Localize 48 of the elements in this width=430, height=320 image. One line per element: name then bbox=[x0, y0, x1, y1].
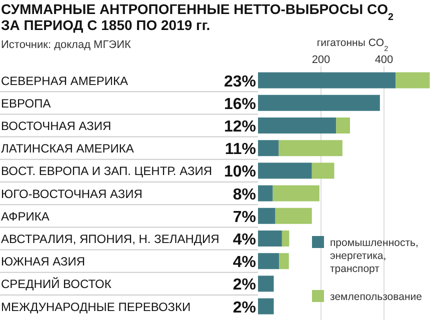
y-tick-label: АВСТРАЛИЯ, ЯПОНИЯ, Н. ЗЕЛАНДИЯ bbox=[1, 232, 220, 246]
y-tick-label: ЛАТИНСКАЯ АМЕРИКА bbox=[1, 142, 134, 156]
y-tick-label: ВОСТОЧНАЯ АЗИЯ bbox=[1, 119, 112, 133]
y-tick-label: ЮГО-ВОСТОЧНАЯ АЗИЯ bbox=[1, 186, 142, 201]
text: Источник: доклад МГЭИК bbox=[1, 39, 132, 51]
bar bbox=[279, 253, 289, 270]
y-tick-label: АФРИКА bbox=[1, 209, 50, 224]
bar bbox=[258, 94, 380, 111]
bar bbox=[396, 72, 430, 88]
bar bbox=[278, 140, 342, 156]
bar bbox=[258, 298, 274, 314]
text: 11% bbox=[224, 141, 256, 158]
bar bbox=[275, 208, 312, 224]
text: 2% bbox=[232, 276, 256, 294]
y-tick-label: СЕВЕРНАЯ АМЕРИКА bbox=[1, 74, 128, 88]
y-tick-label: МЕЖДУНАРОДНЫЕ ПЕРЕВОЗКИ bbox=[1, 300, 191, 314]
text: 4% bbox=[232, 232, 256, 248]
bar bbox=[282, 230, 290, 246]
bar bbox=[336, 118, 350, 134]
bar bbox=[312, 162, 334, 179]
y-tick-label: СРЕДНИЙ ВОСТОК bbox=[1, 277, 112, 292]
bar bbox=[258, 72, 396, 88]
y-tick-label: ЕВРОПА bbox=[1, 96, 51, 110]
text: 10% bbox=[224, 164, 256, 181]
bar bbox=[272, 185, 320, 202]
text: 8% bbox=[232, 186, 256, 204]
bar bbox=[258, 118, 336, 134]
bar bbox=[258, 276, 274, 292]
text: 23% bbox=[224, 73, 256, 90]
bar bbox=[258, 162, 312, 179]
text: 2% bbox=[232, 299, 256, 316]
bar bbox=[258, 230, 282, 246]
text: 4% bbox=[232, 254, 256, 272]
x-axis-title: гигатонны CO$_{2}$ bbox=[316, 37, 388, 52]
legend-label: землепользование bbox=[330, 291, 422, 303]
text: 12% bbox=[224, 118, 256, 136]
chart-title: СУММАРНЫЕ АНТРОПОГЕННЫЕ НЕТТО-ВЫБРОСЫ CO$_{2}$ ЗА ПЕРИОД С 1850 ПО 2019 гг. bbox=[1, 1, 394, 33]
text: 7% bbox=[232, 208, 256, 226]
bar bbox=[258, 208, 276, 224]
text: 16% bbox=[224, 96, 256, 113]
legend-label: промышленность, энергетика, транспорт bbox=[330, 237, 418, 275]
bar bbox=[258, 185, 273, 202]
y-tick-label: ВОСТ. ЕВРОПА И ЗАП. ЦЕНТР. АЗИЯ bbox=[1, 164, 212, 178]
y-tick-label: ЮЖНАЯ АЗИЯ bbox=[1, 254, 86, 269]
bar bbox=[258, 140, 279, 156]
bar bbox=[258, 253, 280, 270]
x-tick-label: 200 bbox=[312, 54, 330, 66]
x-tick-label: 400 bbox=[374, 54, 394, 66]
